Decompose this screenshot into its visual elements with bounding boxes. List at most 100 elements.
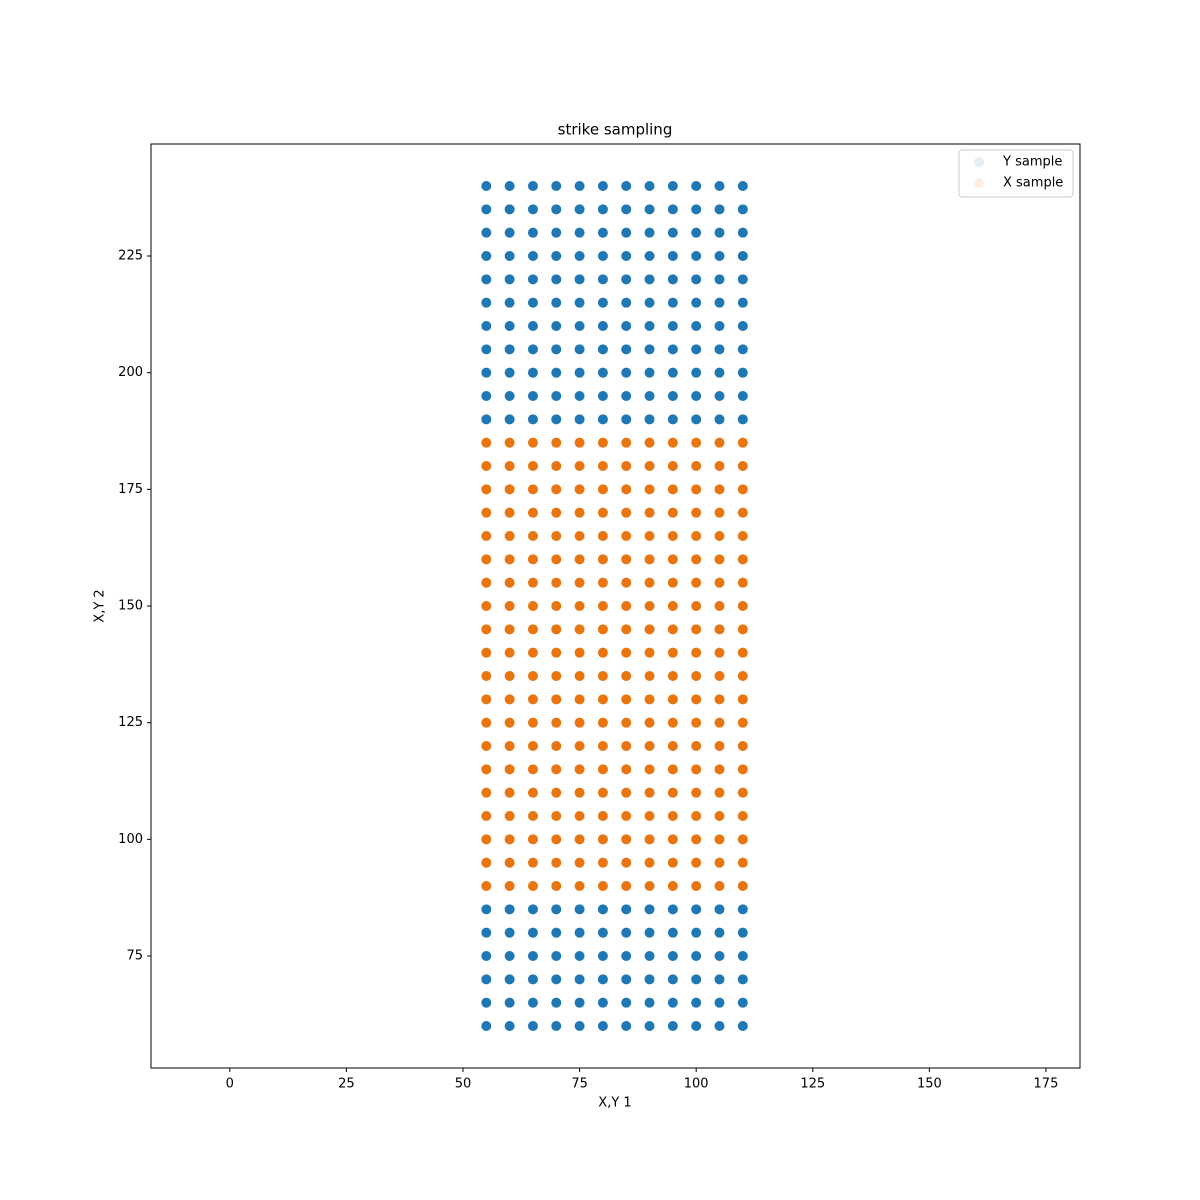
x-tick-label: 75 bbox=[571, 1077, 588, 1092]
point bbox=[527, 881, 538, 891]
point bbox=[737, 741, 748, 751]
point bbox=[621, 367, 632, 378]
point bbox=[667, 787, 678, 798]
point bbox=[527, 391, 538, 401]
point bbox=[644, 577, 655, 588]
point bbox=[737, 834, 748, 845]
point bbox=[737, 484, 748, 495]
point bbox=[644, 227, 655, 238]
point bbox=[504, 997, 515, 1008]
point bbox=[574, 531, 585, 541]
point bbox=[481, 507, 492, 518]
point bbox=[691, 554, 702, 565]
point bbox=[597, 974, 608, 985]
point bbox=[691, 927, 702, 938]
point bbox=[597, 391, 608, 401]
point bbox=[714, 437, 725, 448]
point bbox=[527, 1021, 538, 1031]
point bbox=[481, 624, 492, 635]
point bbox=[527, 974, 538, 985]
point bbox=[644, 927, 655, 938]
point bbox=[597, 881, 608, 891]
point bbox=[527, 601, 538, 611]
point bbox=[621, 531, 632, 541]
point bbox=[551, 904, 562, 915]
point bbox=[667, 881, 678, 891]
point bbox=[691, 251, 702, 261]
point bbox=[714, 344, 725, 355]
point bbox=[527, 367, 538, 378]
y-tick-label: 200 bbox=[118, 365, 143, 380]
point bbox=[481, 274, 492, 285]
point bbox=[481, 974, 492, 985]
point bbox=[737, 554, 748, 565]
point bbox=[527, 297, 538, 308]
point bbox=[621, 227, 632, 238]
point bbox=[714, 274, 725, 285]
point bbox=[574, 461, 585, 471]
point bbox=[714, 974, 725, 985]
x-tick-label: 125 bbox=[800, 1077, 825, 1092]
point bbox=[574, 1021, 585, 1031]
legend-box bbox=[958, 149, 1074, 198]
point bbox=[574, 647, 585, 658]
point bbox=[481, 857, 492, 868]
point bbox=[714, 414, 725, 425]
point bbox=[504, 227, 515, 238]
point bbox=[527, 274, 538, 285]
point bbox=[481, 414, 492, 425]
point bbox=[481, 927, 492, 938]
point bbox=[737, 881, 748, 891]
point bbox=[597, 671, 608, 681]
point bbox=[481, 321, 492, 331]
point bbox=[644, 1021, 655, 1031]
point bbox=[551, 577, 562, 588]
point bbox=[714, 204, 725, 215]
point bbox=[644, 881, 655, 891]
point bbox=[691, 227, 702, 238]
point bbox=[551, 857, 562, 868]
point bbox=[644, 811, 655, 821]
point bbox=[667, 437, 678, 448]
point bbox=[691, 624, 702, 635]
legend-label: X sample bbox=[1003, 176, 1063, 191]
point bbox=[574, 601, 585, 611]
point bbox=[621, 741, 632, 751]
point bbox=[644, 414, 655, 425]
y-tick-label: 100 bbox=[118, 832, 143, 847]
point bbox=[621, 717, 632, 728]
point bbox=[691, 414, 702, 425]
point bbox=[737, 904, 748, 915]
point bbox=[737, 321, 748, 331]
point bbox=[504, 834, 515, 845]
point bbox=[574, 367, 585, 378]
point bbox=[504, 671, 515, 681]
point bbox=[481, 997, 492, 1008]
point bbox=[527, 694, 538, 705]
point bbox=[714, 857, 725, 868]
point bbox=[621, 414, 632, 425]
point bbox=[527, 717, 538, 728]
legend-marker bbox=[974, 178, 984, 188]
point bbox=[551, 367, 562, 378]
point bbox=[667, 367, 678, 378]
point bbox=[481, 531, 492, 541]
point bbox=[714, 741, 725, 751]
point bbox=[551, 647, 562, 658]
point bbox=[597, 927, 608, 938]
legend: Y sample X sample bbox=[958, 149, 1074, 198]
point bbox=[621, 927, 632, 938]
point bbox=[527, 997, 538, 1008]
point bbox=[504, 787, 515, 798]
point bbox=[527, 951, 538, 961]
point bbox=[551, 974, 562, 985]
point bbox=[667, 507, 678, 518]
point bbox=[597, 274, 608, 285]
point bbox=[527, 927, 538, 938]
point bbox=[527, 834, 538, 845]
point bbox=[527, 461, 538, 471]
point bbox=[691, 857, 702, 868]
point bbox=[621, 204, 632, 215]
point bbox=[597, 1021, 608, 1031]
